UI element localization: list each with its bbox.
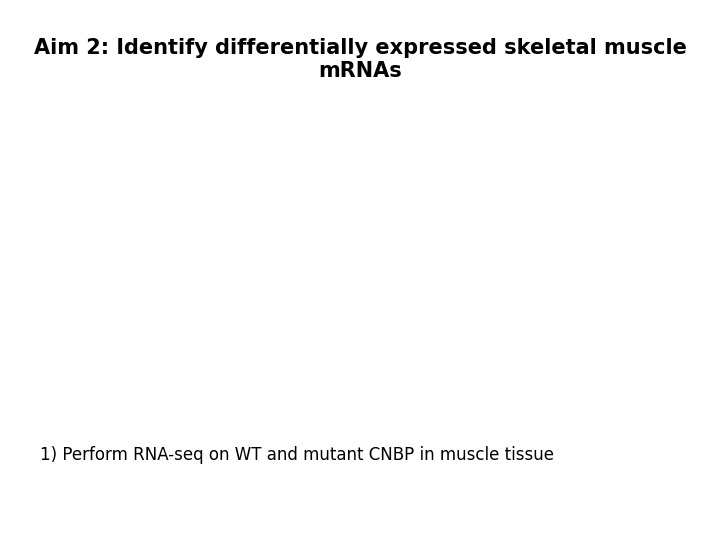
Text: 1) Perform RNA-seq on WT and mutant CNBP in muscle tissue: 1) Perform RNA-seq on WT and mutant CNBP… (40, 446, 554, 463)
Text: Aim 2: Identify differentially expressed skeletal muscle
mRNAs: Aim 2: Identify differentially expressed… (34, 38, 686, 81)
